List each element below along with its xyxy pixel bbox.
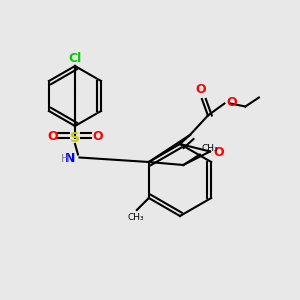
Text: O: O [195,83,206,96]
Text: O: O [213,146,224,160]
Text: O: O [47,130,58,143]
Text: H: H [61,154,70,164]
Text: CH₃: CH₃ [201,144,218,153]
Text: Cl: Cl [68,52,82,64]
Text: CH₃: CH₃ [127,213,144,222]
Text: S: S [70,131,80,145]
Text: O: O [226,95,236,109]
Text: N: N [65,152,76,166]
Text: O: O [92,130,103,143]
